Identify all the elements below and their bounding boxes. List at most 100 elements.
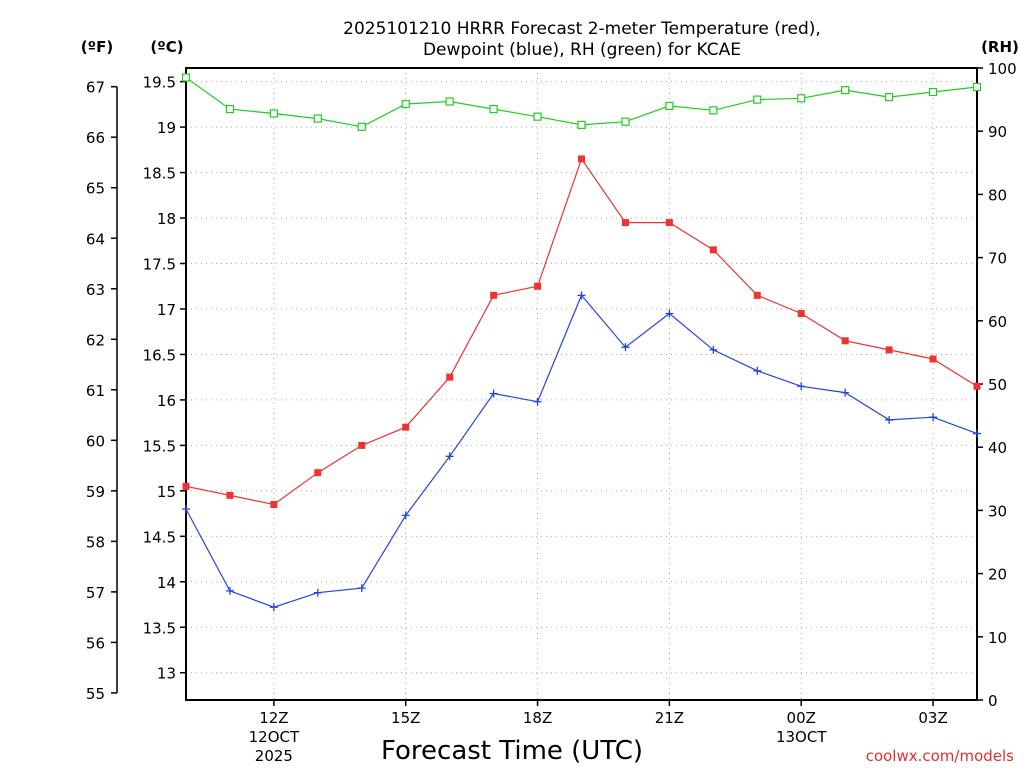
dewpoint-point — [885, 415, 894, 424]
temperature-point — [226, 491, 234, 499]
fahrenheit-tick-label: 56 — [86, 634, 105, 652]
celsius-tick-label: 13 — [157, 665, 176, 683]
temperature-point — [665, 219, 673, 227]
temperature-point — [709, 246, 717, 254]
dewpoint-point — [709, 345, 718, 354]
rh-point — [621, 117, 630, 126]
rh-tick-label: 70 — [988, 250, 1007, 268]
fahrenheit-tick-label: 55 — [86, 685, 105, 703]
celsius-tick-label: 14 — [157, 574, 176, 592]
fahrenheit-tick-label: 62 — [86, 331, 105, 349]
x-tick-label: 03Z — [918, 709, 947, 727]
fahrenheit-unit-label: (ºF) — [81, 38, 113, 56]
celsius-unit-label: (ºC) — [150, 38, 183, 56]
dewpoint-point — [973, 429, 981, 438]
temperature-point — [534, 282, 542, 290]
celsius-tick-label: 15 — [157, 483, 176, 501]
dewpoint-point — [269, 603, 278, 612]
x-tick-label: 12Z — [259, 709, 288, 727]
rh-tick-label: 50 — [988, 376, 1007, 394]
temperature-point — [841, 337, 849, 345]
chart-title-line2: Dewpoint (blue), RH (green) for KCAE — [423, 40, 741, 60]
rh-point — [753, 95, 762, 104]
temperature-line — [185, 157, 978, 506]
rh-tick-label: 30 — [988, 502, 1007, 520]
celsius-tick-label: 18.5 — [143, 165, 176, 183]
rh-tick-label: 40 — [988, 439, 1007, 457]
axes: 13 13.5 14 14.5 15 15.5 16 16.5 17 17.5 18 18.5 19 19… — [86, 60, 1017, 765]
rh-point — [445, 97, 454, 106]
fahrenheit-tick-label: 67 — [86, 79, 105, 97]
rh-point — [269, 109, 278, 118]
rh-point — [972, 82, 982, 92]
dewpoint-point — [797, 382, 806, 391]
rh-point — [928, 87, 938, 97]
celsius-tick-label: 17.5 — [143, 256, 176, 274]
x-tick-label: 00Z — [787, 709, 816, 727]
fahrenheit-tick-label: 58 — [86, 533, 105, 551]
dewpoint-point — [533, 397, 542, 406]
rh-point — [489, 104, 498, 114]
dewpoint-point — [445, 452, 454, 461]
x-tick-label: 18Z — [523, 709, 552, 727]
fahrenheit-tick-label: 59 — [86, 483, 105, 501]
temperature-point — [885, 346, 893, 354]
temperature-point — [929, 355, 937, 363]
rh-tick-label: 0 — [988, 692, 998, 710]
temperature-point — [578, 155, 585, 163]
x-tick-year-label: 2025 — [255, 747, 293, 765]
celsius-tick-label: 16.5 — [143, 346, 176, 364]
rh-tick-label: 20 — [988, 566, 1007, 584]
dewpoint-point — [401, 511, 410, 520]
plot-frame — [185, 67, 978, 701]
celsius-tick-label: 18 — [157, 210, 176, 228]
temperature-point — [621, 219, 629, 227]
dewpoint-point — [665, 309, 674, 318]
rh-unit-label: (RH) — [981, 38, 1019, 56]
x-tick-label: 15Z — [391, 709, 420, 727]
fahrenheit-tick-label: 64 — [86, 230, 105, 248]
x-tick-label: 21Z — [655, 709, 684, 727]
temperature-point — [402, 423, 410, 431]
rh-point — [885, 92, 894, 102]
rh-point — [401, 99, 410, 109]
temperature-point — [270, 500, 278, 508]
rh-point — [709, 106, 718, 115]
grid-lines — [186, 68, 977, 700]
celsius-tick-label: 17 — [157, 301, 176, 319]
rh-point — [665, 101, 674, 111]
dewpoint-point — [489, 389, 498, 398]
temperature-point — [358, 441, 366, 449]
temperature-point — [490, 291, 498, 299]
rh-point — [225, 104, 235, 114]
rh-tick-label: 60 — [988, 313, 1007, 331]
dewpoint-point — [621, 343, 630, 352]
temperature-point — [182, 482, 190, 490]
rh-point — [577, 120, 586, 129]
dewpoint-point — [313, 588, 322, 597]
fahrenheit-tick-label: 66 — [86, 129, 105, 147]
dewpoint-point — [357, 584, 366, 593]
credit-text: coolwx.com/models — [866, 747, 1014, 765]
dewpoint-point — [841, 388, 850, 397]
fahrenheit-tick-label: 65 — [86, 180, 105, 198]
x-axis-label: Forecast Time (UTC) — [381, 736, 643, 766]
dewpoint-point — [753, 366, 762, 375]
rh-point — [357, 122, 366, 131]
fahrenheit-tick-label: 60 — [86, 432, 105, 450]
rh-tick-label: 80 — [988, 186, 1007, 204]
rh-tick-label: 10 — [988, 629, 1007, 647]
rh-point — [313, 114, 322, 123]
rh-tick-label: 90 — [988, 123, 1007, 141]
rh-point — [533, 112, 542, 121]
rh-point — [797, 94, 806, 103]
dewpoint-point — [577, 291, 586, 300]
data-series — [181, 73, 982, 612]
dewpoint-point — [225, 586, 234, 595]
fahrenheit-tick-label: 57 — [86, 584, 105, 602]
dewpoint-point — [182, 505, 190, 514]
chart-title-line1: 2025101210 HRRR Forecast 2-meter Tempera… — [343, 19, 821, 39]
celsius-tick-label: 14.5 — [143, 528, 176, 546]
celsius-tick-label: 19.5 — [143, 74, 176, 92]
fahrenheit-tick-label: 63 — [86, 281, 105, 299]
